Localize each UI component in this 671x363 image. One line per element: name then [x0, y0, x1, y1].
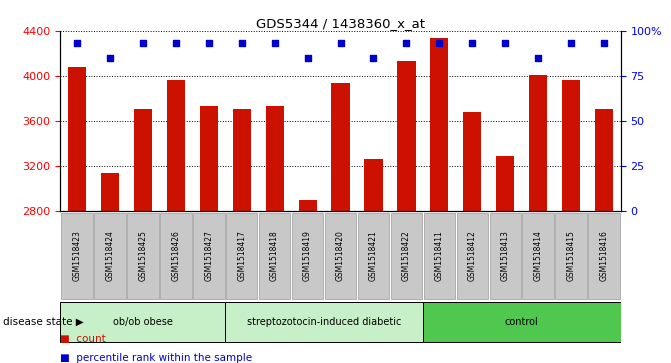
- FancyBboxPatch shape: [423, 213, 455, 299]
- Title: GDS5344 / 1438360_x_at: GDS5344 / 1438360_x_at: [256, 17, 425, 30]
- Point: [401, 41, 412, 46]
- Text: GSM1518412: GSM1518412: [468, 231, 477, 281]
- Point: [302, 55, 313, 61]
- Point: [599, 41, 609, 46]
- Text: ■  percentile rank within the sample: ■ percentile rank within the sample: [60, 352, 252, 363]
- FancyBboxPatch shape: [325, 213, 356, 299]
- Point: [533, 55, 544, 61]
- FancyBboxPatch shape: [259, 213, 291, 299]
- FancyBboxPatch shape: [94, 213, 125, 299]
- Text: GSM1518415: GSM1518415: [567, 231, 576, 281]
- FancyBboxPatch shape: [456, 213, 488, 299]
- Text: GSM1518411: GSM1518411: [435, 231, 444, 281]
- Text: GSM1518423: GSM1518423: [72, 231, 81, 281]
- Point: [138, 41, 148, 46]
- Point: [434, 41, 445, 46]
- Point: [500, 41, 511, 46]
- Point: [203, 41, 214, 46]
- Bar: [331, 82, 350, 211]
- FancyBboxPatch shape: [292, 213, 323, 299]
- Point: [368, 55, 379, 61]
- Text: control: control: [505, 317, 539, 327]
- Bar: [134, 110, 152, 211]
- Point: [269, 41, 280, 46]
- Bar: [463, 112, 481, 211]
- Bar: [562, 80, 580, 211]
- Text: GSM1518425: GSM1518425: [138, 231, 148, 281]
- FancyBboxPatch shape: [193, 213, 225, 299]
- Bar: [233, 110, 251, 211]
- Text: GSM1518418: GSM1518418: [270, 231, 279, 281]
- Text: disease state ▶: disease state ▶: [3, 317, 84, 327]
- Text: GSM1518419: GSM1518419: [303, 231, 312, 281]
- Bar: [299, 200, 317, 211]
- Point: [105, 55, 115, 61]
- Text: GSM1518420: GSM1518420: [336, 231, 345, 281]
- Bar: [397, 61, 415, 211]
- Text: GSM1518417: GSM1518417: [237, 231, 246, 281]
- FancyBboxPatch shape: [391, 213, 422, 299]
- Text: GSM1518426: GSM1518426: [171, 231, 180, 281]
- FancyBboxPatch shape: [490, 213, 521, 299]
- Point: [566, 41, 576, 46]
- FancyBboxPatch shape: [160, 213, 191, 299]
- Point: [336, 41, 346, 46]
- Bar: [430, 38, 448, 211]
- Point: [170, 41, 181, 46]
- Text: ■  count: ■ count: [60, 334, 106, 344]
- Text: GSM1518421: GSM1518421: [369, 231, 378, 281]
- FancyBboxPatch shape: [358, 213, 389, 299]
- FancyBboxPatch shape: [127, 213, 158, 299]
- Text: GSM1518422: GSM1518422: [402, 231, 411, 281]
- FancyBboxPatch shape: [423, 302, 621, 342]
- FancyBboxPatch shape: [60, 302, 225, 342]
- Bar: [68, 67, 86, 211]
- FancyBboxPatch shape: [226, 213, 258, 299]
- Text: GSM1518416: GSM1518416: [600, 231, 609, 281]
- Bar: [266, 106, 284, 211]
- Text: ob/ob obese: ob/ob obese: [113, 317, 172, 327]
- Bar: [200, 106, 218, 211]
- FancyBboxPatch shape: [588, 213, 620, 299]
- Text: GSM1518424: GSM1518424: [105, 231, 114, 281]
- Bar: [166, 80, 185, 211]
- Text: streptozotocin-induced diabetic: streptozotocin-induced diabetic: [247, 317, 401, 327]
- Bar: [529, 75, 548, 211]
- Text: GSM1518414: GSM1518414: [533, 231, 543, 281]
- Point: [236, 41, 247, 46]
- Point: [72, 41, 83, 46]
- FancyBboxPatch shape: [556, 213, 587, 299]
- Text: GSM1518413: GSM1518413: [501, 231, 510, 281]
- FancyBboxPatch shape: [523, 213, 554, 299]
- FancyBboxPatch shape: [225, 302, 423, 342]
- FancyBboxPatch shape: [61, 213, 93, 299]
- Point: [467, 41, 478, 46]
- Text: GSM1518427: GSM1518427: [204, 231, 213, 281]
- Bar: [101, 174, 119, 211]
- Bar: [497, 155, 515, 211]
- Bar: [595, 110, 613, 211]
- Bar: [364, 159, 382, 211]
